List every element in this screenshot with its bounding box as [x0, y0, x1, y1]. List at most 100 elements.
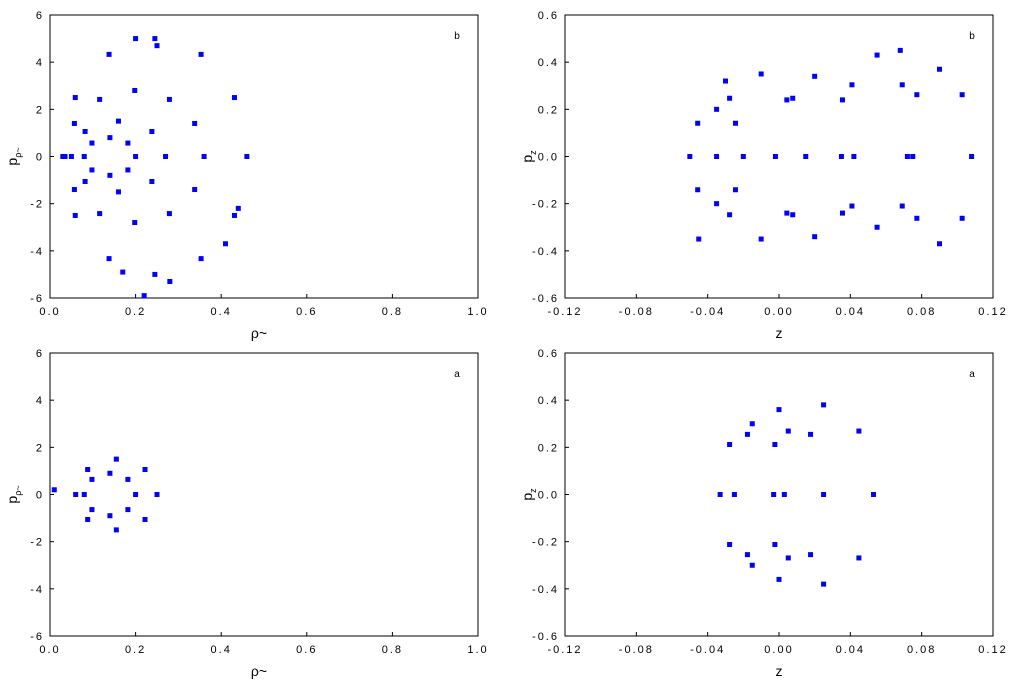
point: [192, 120, 198, 126]
y-axis-label-main: p: [4, 158, 20, 166]
y-tick-label: 0.2: [538, 104, 559, 116]
point: [97, 96, 103, 102]
point: [107, 470, 113, 476]
point: [73, 492, 79, 497]
point: [758, 236, 764, 242]
y-tick-label: -6: [30, 293, 44, 305]
plot-frame: [564, 352, 994, 637]
point: [874, 224, 880, 230]
point: [107, 513, 113, 519]
point: [851, 154, 857, 159]
point: [231, 95, 237, 101]
x-tick-label: 0.8: [382, 644, 403, 656]
point: [85, 516, 91, 522]
y-axis-label: pz: [519, 488, 538, 501]
x-tick-label: 0.04: [836, 306, 865, 318]
point: [856, 428, 862, 434]
y-tick-label: -2: [30, 537, 44, 549]
point: [803, 154, 809, 159]
point: [97, 211, 103, 217]
point: [71, 120, 77, 126]
point: [772, 154, 778, 159]
point: [154, 43, 160, 49]
x-tick-label: 0.04: [836, 644, 865, 656]
point: [201, 154, 207, 159]
y-tick-label: 4: [36, 57, 44, 69]
y-axis-label-sub: ρ~: [13, 485, 23, 495]
y-axis-label-main: p: [519, 155, 535, 163]
y-tick-label: 2: [36, 442, 44, 454]
point: [910, 154, 916, 159]
panel: -0.12 -0.08 -0.04 0.00 0.04 0.08 0.12 -0.6 -0.4 -…: [519, 348, 1006, 679]
y-tick-label: 0.2: [538, 442, 559, 454]
point: [727, 442, 733, 448]
y-tick-label: 2: [36, 104, 44, 116]
point: [808, 431, 814, 437]
point: [107, 172, 113, 178]
point: [749, 421, 755, 427]
y-tick-label: 6: [36, 10, 44, 22]
x-tick-label: 0.6: [296, 644, 317, 656]
point: [758, 71, 764, 77]
point: [821, 581, 827, 587]
point: [167, 278, 173, 284]
point: [115, 118, 121, 124]
point: [969, 154, 975, 159]
plot-frame: [49, 14, 479, 299]
point: [790, 95, 796, 101]
x-tick-label: 0.4: [211, 644, 232, 656]
point: [727, 541, 733, 547]
point: [772, 541, 778, 547]
x-tick-label: 0.0: [39, 306, 60, 318]
x-tick-label: 0.6: [296, 306, 317, 318]
y-axis-label-sub: ρ~: [13, 147, 23, 157]
y-tick-label: 0.0: [538, 490, 559, 502]
x-tick-label: -0.12: [547, 644, 582, 656]
panel-annotation: a: [454, 369, 462, 380]
point: [133, 492, 139, 497]
y-tick-label: -4: [30, 246, 44, 258]
point: [776, 576, 782, 582]
point: [107, 135, 113, 141]
y-axis-label: pρ~: [4, 485, 23, 503]
point: [821, 402, 827, 408]
point: [904, 154, 910, 159]
panel: -0.12 -0.08 -0.04 0.00 0.04 0.08 0.12 -0.6 -0.4 -…: [519, 10, 1006, 341]
point: [125, 140, 131, 146]
point: [914, 92, 920, 98]
point: [808, 552, 814, 558]
point: [72, 212, 78, 218]
y-tick-label: 0.6: [538, 10, 559, 22]
y-axis-label-main: p: [4, 496, 20, 504]
point: [152, 271, 158, 277]
point: [89, 167, 95, 173]
y-tick-label: -2: [30, 199, 44, 211]
point: [106, 51, 112, 57]
y-tick-label: -6: [30, 631, 44, 643]
y-axis-label-sub: z: [528, 488, 538, 493]
x-tick-label: 1.0: [467, 644, 488, 656]
point: [897, 47, 903, 53]
point: [731, 492, 737, 497]
point: [714, 106, 720, 112]
point: [192, 187, 198, 193]
point: [222, 241, 228, 247]
point: [812, 234, 818, 240]
x-axis-label: ρ~: [251, 663, 267, 679]
y-axis-label: pρ~: [4, 147, 23, 165]
point: [838, 154, 844, 159]
point: [785, 555, 791, 561]
point: [113, 456, 119, 462]
point: [82, 129, 88, 135]
y-tick-label: 0.0: [538, 152, 559, 164]
point: [82, 178, 88, 184]
y-tick-label: 0: [36, 490, 44, 502]
x-tick-label: 0.0: [39, 644, 60, 656]
point: [163, 154, 169, 159]
y-axis-label-main: p: [519, 493, 535, 501]
point: [125, 507, 131, 513]
x-tick-label: 0.00: [764, 644, 793, 656]
x-tick-label: 1.0: [467, 306, 488, 318]
point: [856, 555, 862, 561]
